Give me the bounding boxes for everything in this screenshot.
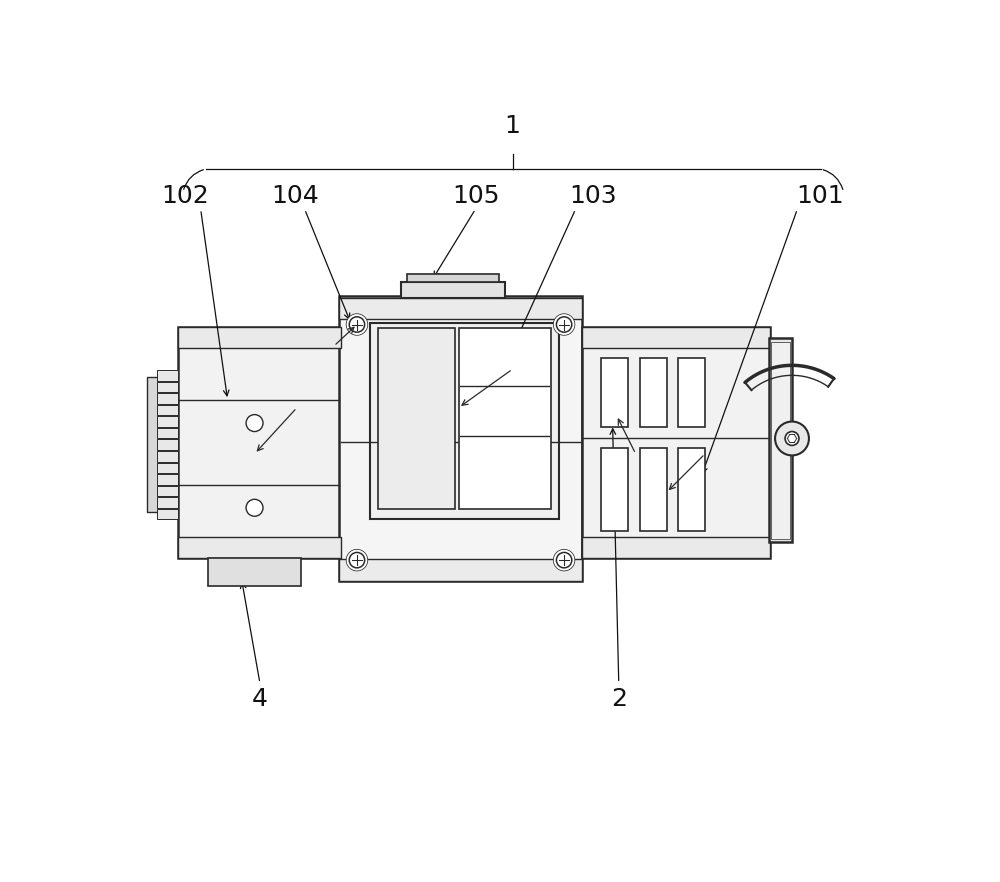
Bar xyxy=(157,451,178,461)
Bar xyxy=(582,327,770,557)
Bar xyxy=(157,416,178,427)
Bar xyxy=(407,274,499,282)
Circle shape xyxy=(553,314,575,335)
Bar xyxy=(401,282,505,297)
Bar xyxy=(339,559,582,581)
Bar xyxy=(208,557,301,587)
Circle shape xyxy=(246,499,263,516)
Bar xyxy=(640,357,667,427)
Bar xyxy=(769,339,792,542)
Bar xyxy=(157,462,178,473)
Bar xyxy=(178,327,341,348)
Circle shape xyxy=(346,549,368,571)
Bar xyxy=(157,439,178,450)
Bar xyxy=(640,448,667,531)
Text: 1: 1 xyxy=(505,114,520,138)
Bar xyxy=(582,537,770,557)
Bar xyxy=(601,448,628,531)
Bar xyxy=(178,537,341,557)
Text: 103: 103 xyxy=(570,184,617,208)
Bar xyxy=(147,377,158,512)
Text: 104: 104 xyxy=(271,184,319,208)
Bar xyxy=(582,327,770,348)
Bar xyxy=(157,428,178,438)
Bar xyxy=(157,382,178,392)
Text: 4: 4 xyxy=(252,687,268,711)
Circle shape xyxy=(556,552,572,568)
Bar xyxy=(771,342,790,539)
Text: 101: 101 xyxy=(797,184,844,208)
Bar xyxy=(678,357,705,427)
Bar xyxy=(378,328,455,509)
Circle shape xyxy=(346,314,368,335)
Bar xyxy=(601,357,628,427)
Bar xyxy=(370,323,559,519)
Bar xyxy=(339,297,582,319)
Circle shape xyxy=(775,422,809,455)
Bar xyxy=(157,474,178,485)
Bar xyxy=(157,405,178,415)
Circle shape xyxy=(556,317,572,333)
Bar xyxy=(157,509,178,519)
Bar xyxy=(678,448,705,531)
Text: 105: 105 xyxy=(452,184,499,208)
Text: 2: 2 xyxy=(611,687,627,711)
Text: 102: 102 xyxy=(161,184,209,208)
Circle shape xyxy=(553,549,575,571)
Bar xyxy=(157,486,178,497)
Bar xyxy=(178,327,341,557)
Circle shape xyxy=(349,552,365,568)
Bar xyxy=(157,370,178,381)
Bar xyxy=(157,393,178,404)
Circle shape xyxy=(785,431,799,445)
Bar xyxy=(157,497,178,508)
Circle shape xyxy=(246,415,263,431)
Circle shape xyxy=(349,317,365,333)
Bar xyxy=(459,328,551,509)
Bar xyxy=(339,296,582,581)
